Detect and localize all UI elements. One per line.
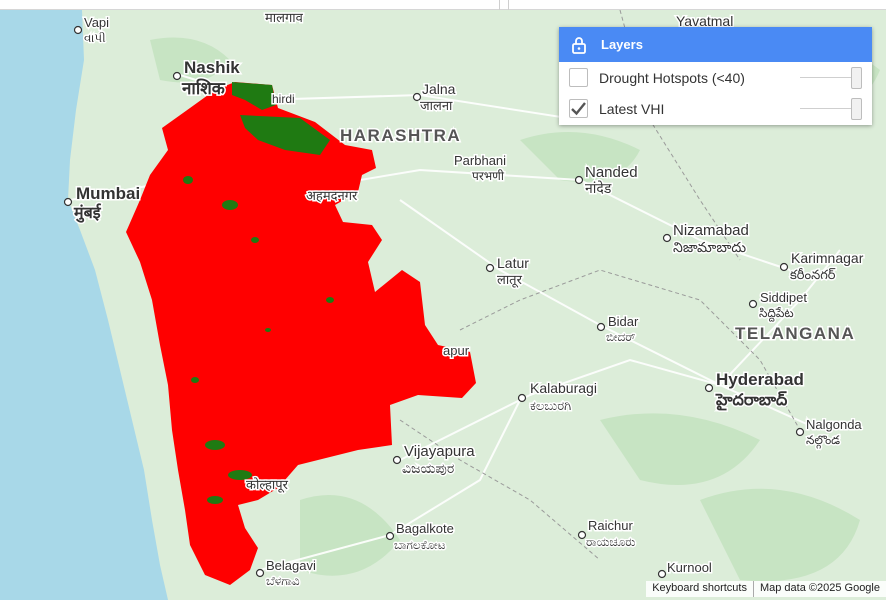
label-solapur: apur bbox=[443, 343, 470, 358]
label-belagavi-local: ಬೆಳಗಾವಿ bbox=[266, 574, 300, 588]
label-kurnool: Kurnool bbox=[667, 560, 712, 575]
label-jalna: Jalna bbox=[422, 81, 456, 97]
label-vapi: Vapi bbox=[84, 15, 109, 30]
layers-panel: Layers Drought Hotspots (<40) Latest VHI bbox=[559, 27, 872, 125]
label-belagavi: Belagavi bbox=[266, 558, 316, 573]
label-malegaon-local: मालगाव bbox=[265, 10, 304, 25]
label-parbhani: Parbhani bbox=[454, 153, 506, 168]
latest-vhi-opacity-slider[interactable] bbox=[800, 98, 862, 120]
layers-panel-title: Layers bbox=[601, 37, 643, 52]
checkmark-icon bbox=[571, 102, 586, 116]
label-nanded-local: नांदेड bbox=[585, 180, 612, 196]
top-strip-segment-left bbox=[75, 0, 500, 10]
label-maharashtra: HARASHTRA bbox=[340, 126, 461, 145]
label-kalaburagi-local: ಕಲಬುರಗಿ bbox=[530, 398, 571, 413]
slider-track bbox=[800, 77, 852, 78]
sea bbox=[0, 10, 168, 600]
label-telangana: TELANGANA bbox=[735, 324, 855, 343]
drought-hotspots-opacity-slider[interactable] bbox=[800, 67, 862, 89]
slider-track bbox=[800, 108, 852, 109]
label-vapi-local: વાપી bbox=[84, 31, 106, 45]
label-hyderabad-local: హైదరాబాద్ bbox=[715, 391, 788, 411]
slider-thumb[interactable] bbox=[851, 67, 862, 89]
browser-top-strip bbox=[0, 0, 886, 10]
label-kalaburagi: Kalaburagi bbox=[530, 380, 597, 396]
place-labels: Vapi વાપી मालगाव Yavatmal Nashik नाशिक h… bbox=[72, 9, 866, 590]
vhi-layer bbox=[126, 82, 476, 585]
label-karimnagar-local: కరీంనగర్ bbox=[790, 267, 836, 282]
label-nashik: Nashik bbox=[184, 58, 240, 77]
label-nanded: Nanded bbox=[585, 164, 638, 181]
label-bidar-local: ಬೀದರ್ bbox=[606, 330, 636, 344]
label-latur: Latur bbox=[497, 255, 529, 271]
slider-thumb[interactable] bbox=[851, 98, 862, 120]
layer-row-latest-vhi: Latest VHI bbox=[559, 93, 872, 124]
label-siddipet-local: సిద్దిపేట bbox=[759, 306, 794, 322]
label-hyderabad: Hyderabad bbox=[716, 370, 804, 389]
label-ahmednagar-local: अहमदनगर bbox=[306, 188, 358, 203]
healthy-vegetation bbox=[183, 82, 334, 504]
label-nizamabad-local: నిజామాబాదు bbox=[673, 239, 746, 255]
label-nalgonda: Nalgonda bbox=[806, 417, 862, 432]
label-yavatmal: Yavatmal bbox=[676, 13, 733, 29]
label-latur-local: लातूर bbox=[497, 272, 523, 288]
map-attribution: Keyboard shortcuts Map data ©2025 Google bbox=[646, 581, 886, 597]
label-mumbai: Mumbai bbox=[76, 184, 140, 203]
layer-row-drought-hotspots: Drought Hotspots (<40) bbox=[559, 62, 872, 93]
label-kolhapur-local: कोल्हापूर bbox=[246, 477, 289, 493]
keyboard-shortcuts-link[interactable]: Keyboard shortcuts bbox=[652, 582, 747, 594]
latest-vhi-label: Latest VHI bbox=[599, 100, 665, 117]
label-siddipet: Siddipet bbox=[760, 290, 807, 305]
label-bagalkote-local: ಬಾಗಲಕೋಟ bbox=[394, 538, 446, 552]
top-strip-segment-right bbox=[508, 0, 886, 10]
label-raichur: Raichur bbox=[588, 518, 633, 533]
label-nashik-local: नाशिक bbox=[181, 78, 226, 98]
label-mumbai-local: मुंबई bbox=[73, 203, 102, 223]
drought-hotspots-label: Drought Hotspots (<40) bbox=[599, 69, 745, 86]
label-nizamabad: Nizamabad bbox=[673, 222, 749, 239]
lock-icon[interactable] bbox=[571, 36, 587, 54]
attribution-separator bbox=[752, 581, 754, 597]
label-bagalkote: Bagalkote bbox=[396, 521, 454, 536]
drought-hotspots-checkbox[interactable] bbox=[569, 68, 588, 87]
label-nalgonda-local: నల్గొండ bbox=[806, 433, 840, 449]
label-jalna-local: जालना bbox=[420, 98, 453, 113]
label-parbhani-local: परभणी bbox=[472, 169, 505, 183]
label-bidar: Bidar bbox=[608, 314, 639, 329]
label-raichur-local: ರಾಯಚೂರು bbox=[586, 535, 636, 549]
layers-panel-header[interactable]: Layers bbox=[559, 27, 872, 62]
label-vijayapura: Vijayapura bbox=[404, 443, 475, 460]
map-data-credit[interactable]: Map data ©2025 Google bbox=[759, 582, 880, 594]
latest-vhi-checkbox[interactable] bbox=[569, 99, 588, 118]
label-karimnagar: Karimnagar bbox=[791, 250, 864, 266]
label-vijayapura-local: ವಿಜಯಪುರ bbox=[402, 460, 454, 476]
label-shirdi: hirdi bbox=[272, 92, 295, 106]
drought-region bbox=[126, 82, 476, 585]
city-dots bbox=[63, 25, 805, 579]
